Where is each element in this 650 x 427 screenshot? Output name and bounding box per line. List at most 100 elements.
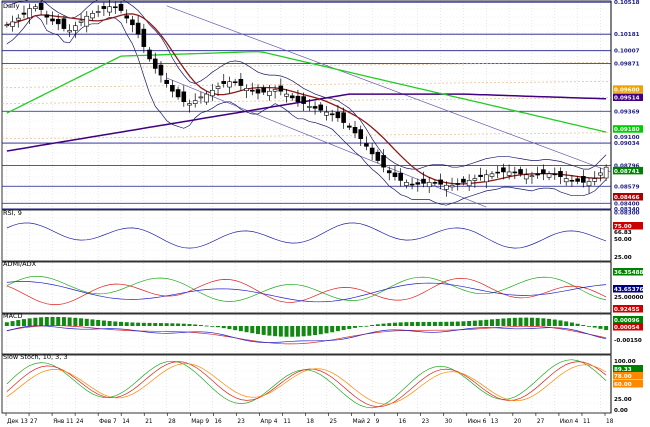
macd-bar — [267, 326, 272, 336]
candle — [135, 15, 141, 39]
candle — [364, 136, 369, 151]
macd-bar — [278, 326, 283, 337]
candle — [170, 80, 175, 98]
macd-bar — [210, 326, 215, 327]
price-label: 0.08466 — [614, 195, 640, 201]
ma-red-line — [6, 13, 607, 185]
macd-bar — [164, 323, 169, 326]
candle — [541, 164, 546, 181]
macd-bar — [130, 322, 135, 326]
macd-bar — [398, 322, 403, 326]
x-tick-label: 18 — [307, 419, 315, 425]
candle — [261, 85, 266, 96]
macd-bar — [307, 326, 312, 336]
macd-bar — [101, 320, 106, 326]
macd-bar — [273, 326, 278, 337]
macd-bar — [592, 326, 597, 328]
indicator-label: -0.00150 — [614, 338, 642, 344]
candle — [164, 72, 169, 88]
x-tick-label: 14 — [122, 419, 130, 425]
bb-upper-line — [6, 0, 607, 170]
candle — [249, 82, 255, 96]
candle — [244, 84, 249, 99]
bb-lower-line — [6, 14, 607, 206]
candle — [535, 166, 540, 179]
macd-bar — [524, 317, 529, 326]
candle — [67, 24, 72, 38]
x-tick-label: 11 — [583, 419, 591, 425]
candle — [175, 86, 181, 100]
macd-bar — [512, 317, 517, 326]
candle — [278, 78, 284, 96]
x-tick-label: 11 — [283, 419, 291, 425]
macd-signal-line — [6, 325, 607, 345]
candle — [398, 168, 403, 187]
candle — [318, 102, 324, 114]
candle — [352, 121, 358, 139]
indicator-label: 36.35488 — [614, 270, 643, 276]
price-label: 0.09369 — [614, 109, 640, 115]
macd-bar — [39, 317, 44, 326]
macd-bar — [587, 326, 592, 327]
candle — [512, 166, 518, 180]
price-label: 0.08340 — [614, 207, 640, 213]
candle — [592, 171, 598, 186]
macd-bar — [295, 326, 300, 337]
macd-bar — [392, 322, 397, 326]
macd-bar — [50, 316, 55, 326]
macd-bar — [216, 326, 221, 328]
candle — [386, 166, 392, 181]
plus-di-line — [6, 275, 607, 302]
candle — [55, 14, 61, 31]
adx-panel: 36.35488 43.65376 25.00000 0.92455 — [6, 268, 643, 313]
stoch-slow-line — [6, 363, 607, 405]
price-label: 0.08796 — [614, 164, 640, 170]
candle — [50, 11, 55, 25]
macd-bar — [353, 326, 358, 328]
candle — [449, 177, 455, 191]
macd-bar — [21, 319, 26, 326]
candle — [101, 2, 107, 17]
macd-bar — [33, 317, 38, 326]
macd-bar — [518, 317, 523, 326]
candle — [569, 175, 575, 187]
candle — [284, 88, 289, 103]
candle — [312, 101, 318, 115]
macd-bar — [501, 318, 506, 326]
macd-bar — [221, 326, 226, 329]
macd-bar — [141, 322, 146, 326]
macd-bar — [119, 321, 124, 326]
candle — [603, 164, 609, 181]
x-tick-label: Фев 7 — [99, 419, 117, 425]
candle — [118, 1, 124, 14]
macd-bar — [375, 324, 380, 326]
candle — [483, 169, 489, 189]
macd-bar — [44, 317, 49, 326]
indicator-label: 25.00000 — [614, 295, 643, 301]
adx-line — [6, 281, 607, 303]
price-axis-labels: 0.10518 0.10181 0.10007 0.09871 0.09600 0.095… — [613, 0, 643, 217]
macd-bar — [4, 322, 9, 326]
macd-bar — [90, 319, 95, 326]
price-label: 0.10181 — [614, 32, 640, 38]
macd-bar — [495, 318, 500, 326]
macd-bar — [598, 326, 603, 329]
macd-bar — [541, 318, 546, 326]
x-tick-label: 20 — [514, 419, 522, 425]
price-label: 0.08741 — [614, 169, 640, 175]
macd-bar — [187, 324, 192, 326]
candle — [444, 181, 449, 197]
x-tick-label: 16 — [214, 419, 222, 425]
candle — [461, 176, 466, 186]
candle — [455, 178, 461, 191]
x-tick-label: 23 — [422, 419, 430, 425]
macd-bar — [438, 321, 443, 326]
x-tick-label: Июл 4 — [560, 419, 579, 425]
candle — [130, 15, 135, 33]
macd-bar — [478, 320, 483, 326]
macd-bar — [347, 326, 352, 329]
macd-bar — [255, 326, 260, 335]
